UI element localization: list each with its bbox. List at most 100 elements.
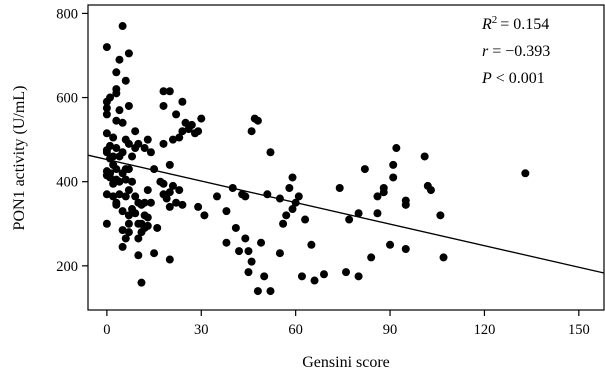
data-point-130 [257,238,266,247]
data-point-33 [115,177,124,186]
data-point-116 [222,238,231,247]
data-point-119 [235,247,244,256]
data-point-144 [297,272,306,281]
data-point-101 [175,133,184,142]
data-point-66 [134,234,143,243]
data-point-84 [153,223,162,232]
data-point-35 [118,22,127,31]
data-point-59 [131,127,140,136]
data-point-151 [345,215,354,224]
x-tick-label-90: 90 [383,322,398,338]
data-point-11 [106,93,115,102]
data-point-106 [181,118,190,127]
data-point-86 [159,87,168,96]
r-squared-annotation: R2 = 0.154 [481,14,549,33]
data-point-17 [109,152,118,161]
data-point-110 [194,127,203,136]
data-point-131 [260,272,269,281]
data-point-143 [294,192,303,201]
stats-annotation: R2 = 0.154 r = −0.393 P < 0.001 [481,14,550,87]
data-point-30 [115,55,124,64]
data-point-12 [106,141,115,150]
data-point-29 [112,200,121,209]
data-point-25 [112,144,121,153]
regression-line-group [87,154,605,274]
data-point-80 [146,148,155,157]
data-point-95 [165,202,174,211]
x-tick-label-0: 0 [103,322,110,338]
data-point-72 [140,144,149,153]
data-point-39 [118,207,127,216]
r-squared-superscript: 2 [492,14,498,26]
x-tick-label-120: 120 [474,322,496,338]
data-point-24 [112,116,121,125]
data-point-21 [112,68,121,77]
data-point-97 [168,135,177,144]
data-point-147 [310,276,319,285]
data-point-111 [194,202,203,211]
x-axis-label: Gensini score [302,354,390,371]
r-annotation: r = −0.393 [482,43,550,60]
data-point-96 [165,255,174,264]
x-axis-ticks: 0 30 60 90 120 150 [103,310,590,338]
data-point-93 [165,160,174,169]
data-point-161 [389,160,398,169]
data-point-134 [266,287,275,296]
data-point-137 [279,219,288,228]
data-point-10 [102,219,111,228]
data-point-124 [244,268,253,277]
r-squared-symbol: R [481,16,492,33]
data-point-166 [401,196,410,205]
data-point-56 [128,152,137,161]
data-point-36 [118,118,127,127]
data-point-54 [124,219,133,228]
data-point-128 [253,116,262,125]
data-point-87 [159,101,168,110]
data-point-105 [178,200,187,209]
data-point-121 [241,192,250,201]
x-tick-label-30: 30 [194,322,209,338]
data-point-171 [439,253,448,262]
data-point-48 [124,49,133,58]
data-point-34 [115,190,124,199]
data-point-170 [436,211,445,220]
data-point-63 [134,139,143,148]
data-point-145 [301,215,310,224]
data-point-55 [124,228,133,237]
p-value: < 0.001 [496,70,545,87]
data-point-53 [124,211,133,220]
data-point-83 [150,249,159,258]
r-value: = −0.393 [492,43,550,60]
y-tick-label-800: 800 [56,6,78,22]
data-point-6 [102,148,111,157]
y-axis-label: PON1 activity (U/mL) [11,86,28,231]
data-point-164 [401,245,410,253]
data-point-100 [172,198,181,207]
data-point-45 [121,175,130,184]
x-tick-label-150: 150 [568,322,590,338]
data-point-4 [102,129,111,138]
data-point-89 [159,179,168,188]
data-point-1 [102,104,111,113]
data-point-67 [134,251,143,260]
data-point-138 [282,211,291,220]
data-point-15 [106,173,115,182]
data-point-46 [121,192,130,201]
data-point-23 [112,89,121,98]
data-point-73 [140,198,149,207]
data-point-169 [426,186,435,195]
data-point-118 [231,223,240,232]
data-point-103 [178,97,187,106]
data-point-51 [124,165,133,174]
data-point-148 [319,270,328,279]
data-point-115 [222,207,231,216]
data-point-133 [266,148,275,157]
r-symbol: r [482,43,489,60]
y-axis-ticks: 200 400 600 800 [56,6,88,275]
data-point-3 [102,110,111,119]
y-tick-label-400: 400 [56,175,78,191]
data-point-98 [168,181,177,190]
data-point-163 [392,144,401,153]
data-point-114 [213,192,221,201]
data-point-155 [367,253,376,262]
